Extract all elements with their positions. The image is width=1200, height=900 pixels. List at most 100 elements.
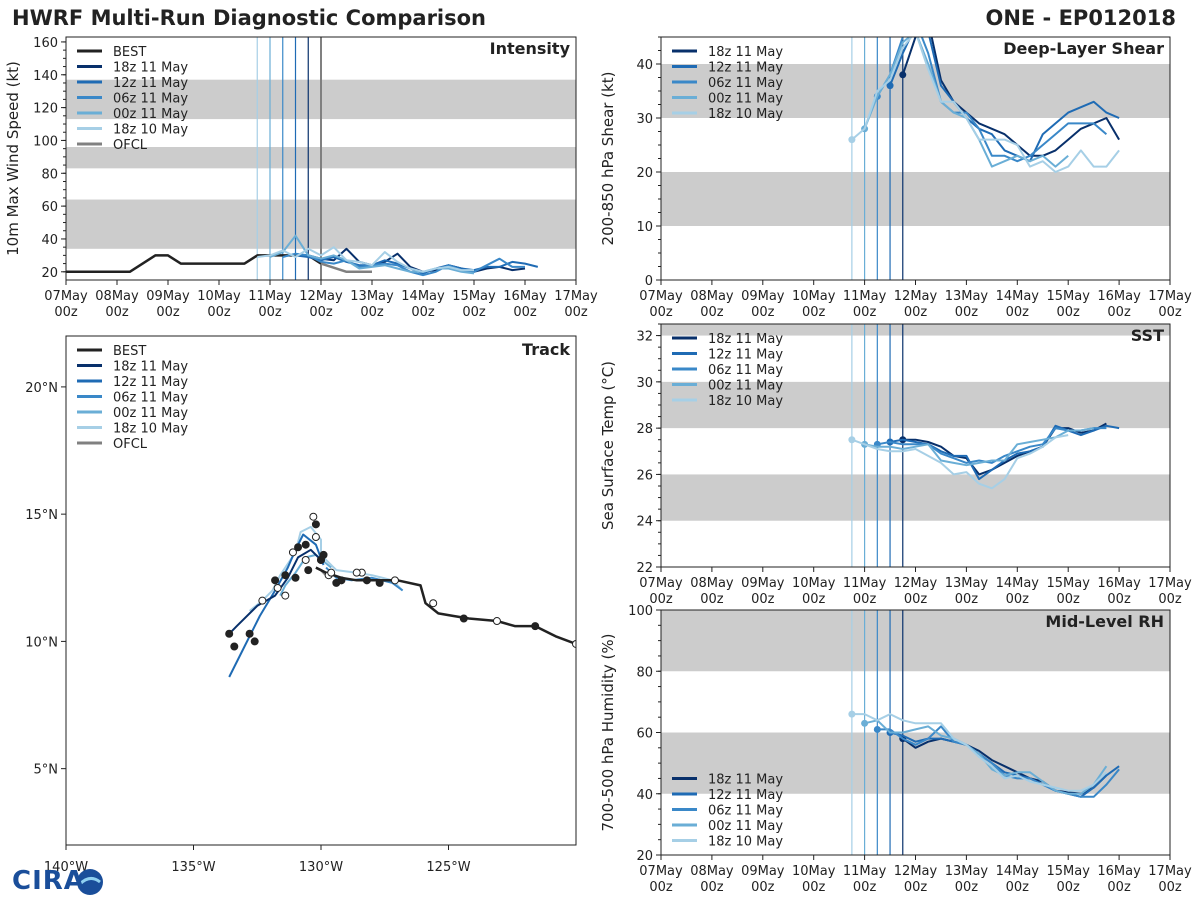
track-marker-best-8 [327,568,336,577]
xtick-day-shear-10: 17May [1148,289,1192,304]
legend-label-intensity-0: BEST [113,45,146,60]
xtick-day-shear-1: 08May [690,289,734,304]
xtick-day-rh-4: 11May [843,864,887,879]
xtick-day-shear-8: 15May [1046,289,1090,304]
title-shear: Deep-Layer Shear [1003,39,1164,58]
xtick-hour-shear-6: 00z [955,305,979,320]
series-line-shear-18z-10-may [851,37,1120,173]
ytick-label-sst-26: 26 [636,468,653,483]
ytick-label-shear-30: 30 [636,112,653,127]
series-line-rh-06z-11-may [877,725,1120,798]
legend-label-intensity-6: OFCL [113,138,148,153]
ytick-label-intensity-40: 40 [41,233,58,248]
cira-logo: CIRA [12,866,85,896]
xtick-hour-sst-5: 00z [904,592,928,607]
logo-swoosh [78,877,101,886]
xtick-hour-rh-10: 00z [1158,880,1182,895]
legend-label-rh-2: 06z 11 May [708,804,783,819]
series-start-rh-06z-11-may [873,725,881,733]
xtick-hour-intensity-8: 00z [462,305,486,320]
ytick-label-intensity-160: 160 [33,36,58,51]
xtick-day-rh-0: 07May [639,864,683,879]
legend-label-intensity-5: 18z 10 May [113,123,188,138]
xtick-hour-sst-10: 00z [1158,592,1182,607]
logo-emblem [77,869,103,895]
track-marker-18z-10-may-1 [311,533,320,542]
track-xtick-label-2: 130°W [299,860,343,875]
legend-label-rh-1: 12z 11 May [708,788,783,803]
series-line-sst-12z-11-may [889,424,1120,481]
xtick-hour-intensity-1: 00z [105,305,129,320]
legend-label-sst-2: 06z 11 May [708,363,783,378]
legend-label-track-0: BEST [113,344,146,359]
xtick-day-rh-1: 08May [690,864,734,879]
xtick-day-rh-6: 13May [945,864,989,879]
panel-track: 140°W 135°W 130°W 125°W 5°N 10°N 15°N 20°N Track… [25,335,577,875]
ytick-label-intensity-100: 100 [33,134,58,149]
track-marker-best-5 [375,578,384,587]
xtick-hour-shear-10: 00z [1158,305,1182,320]
track-marker-18z-10-may-0 [309,512,318,521]
xtick-hour-rh-9: 00z [1107,880,1131,895]
track-ytick-label-2: 15°N [25,508,58,523]
xtick-hour-sst-2: 00z [751,592,775,607]
track-marker-best-2 [492,617,501,626]
xtick-day-sst-9: 16May [1097,576,1141,591]
ytick-label-sst-30: 30 [636,376,653,391]
xtick-hour-shear-1: 00z [700,305,724,320]
band-shear-0 [661,172,1170,226]
track-series-group [225,512,576,678]
xtick-hour-sst-6: 00z [955,592,979,607]
series-line-shear-06z-11-may [876,37,1108,163]
legend-label-intensity-2: 12z 11 May [113,76,188,91]
xtick-hour-rh-8: 00z [1057,880,1081,895]
panel-rh: 2040608010007May00z08May00z09May00z10May… [599,604,1192,895]
series-line-rh-18z-10-may [851,713,1108,792]
track-ytick-label-3: 20°N [25,381,58,396]
xtick-day-sst-3: 10May [792,576,836,591]
xtick-day-shear-0: 07May [639,289,683,304]
legend-label-shear-2: 06z 11 May [708,76,783,91]
band-sst-2 [661,324,1170,336]
track-marker-18z-10-may-2 [288,548,297,557]
track-line-18z-11-may [228,548,322,635]
xtick-hour-shear-4: 00z [853,305,877,320]
xtick-hour-rh-4: 00z [853,880,877,895]
legend-label-track-4: 00z 11 May [113,406,188,421]
xtick-day-sst-10: 17May [1148,576,1192,591]
series-line-sst-18z-10-may [851,434,1069,490]
ytick-label-shear-0: 0 [645,274,653,289]
track-marker-18z-11-may-5 [245,629,254,638]
track-marker-best-3 [459,614,468,623]
xtick-day-intensity-8: 15May [452,289,496,304]
legend-label-rh-3: 00z 11 May [708,819,783,834]
panel-sst: 22242628303207May00z08May00z09May00z10Ma… [599,323,1192,607]
track-marker-18z-11-may-4 [225,629,234,638]
xtick-day-sst-4: 11May [843,576,887,591]
xtick-day-intensity-7: 14May [401,289,445,304]
ytick-label-intensity-80: 80 [41,167,58,182]
series-start-sst-18z-10-may [848,436,856,444]
ytick-label-shear-40: 40 [636,58,653,73]
title-track: Track [522,340,570,359]
ytick-label-intensity-60: 60 [41,200,58,215]
ytick-label-sst-32: 32 [636,330,653,345]
xtick-day-sst-5: 12May [894,576,938,591]
xtick-day-intensity-0: 07May [44,289,88,304]
xtick-day-intensity-4: 11May [248,289,292,304]
track-marker-18z-10-may-5 [258,596,267,605]
series-start-shear-18z-11-may [899,71,907,79]
xtick-day-intensity-2: 09May [146,289,190,304]
xtick-hour-rh-7: 00z [1006,880,1030,895]
track-xtick-label-1: 135°W [171,860,215,875]
xtick-hour-intensity-3: 00z [207,305,231,320]
xtick-day-shear-3: 10May [792,289,836,304]
title-rh: Mid-Level RH [1045,612,1164,631]
legend-label-track-3: 06z 11 May [113,391,188,406]
series-line-shear-18z-11-may [901,37,1120,157]
series-start-rh-00z-11-may [861,719,869,727]
ylabel-sst: Sea Surface Temp (°C) [599,361,617,530]
series-group-rh [848,710,1120,798]
